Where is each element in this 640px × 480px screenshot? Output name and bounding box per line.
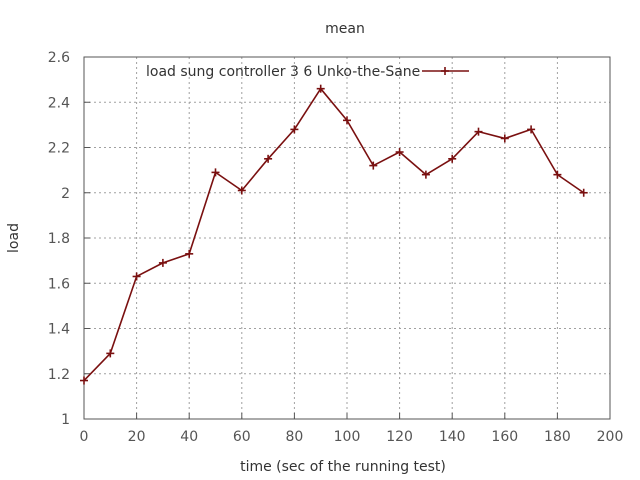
- x-tick-label: 160: [491, 429, 518, 445]
- x-tick-label: 60: [233, 429, 251, 445]
- y-tick-label: 2.2: [48, 141, 70, 157]
- x-tick-label: 0: [80, 429, 89, 445]
- series-layer: [80, 84, 588, 385]
- y-tick-label: 2.6: [48, 50, 70, 66]
- y-tick-label: 1.8: [48, 231, 70, 247]
- x-tick-label: 200: [597, 429, 624, 445]
- x-tick-label: 180: [544, 429, 571, 445]
- y-tick-label: 1.4: [48, 322, 70, 338]
- y-tick-label: 1.6: [48, 276, 70, 292]
- x-tick-label: 100: [334, 429, 361, 445]
- legend: load sung controller 3 6 Unko-the-Sane: [146, 64, 469, 80]
- series-line-1: [83, 87, 585, 382]
- x-tick-labels: 0 20 40 60 80 100 120 140 160 180 200: [80, 429, 624, 445]
- y-tick-label: 2.4: [48, 95, 70, 111]
- y-tick-labels: 1 1.2 1.4 1.6 1.8 2 2.2 2.4 2.6: [48, 50, 70, 428]
- x-tick-label: 140: [439, 429, 466, 445]
- x-tick-label: 20: [128, 429, 146, 445]
- legend-marker-series-1: [441, 67, 449, 75]
- grid-lines: [83, 56, 611, 420]
- x-tick-label: 40: [180, 429, 198, 445]
- y-tick-label: 2: [61, 186, 70, 202]
- x-tick-label: 80: [285, 429, 303, 445]
- y-tick-label: 1: [61, 412, 70, 428]
- y-axis-label: load: [6, 223, 22, 253]
- plot-frame: [83, 56, 611, 420]
- series-markers-1: [80, 84, 588, 385]
- x-axis-label: time (sec of the running test): [240, 459, 446, 475]
- chart-title: mean: [325, 21, 365, 37]
- legend-label-series-1: load sung controller 3 6 Unko-the-Sane: [146, 64, 420, 80]
- x-tick-label: 120: [386, 429, 413, 445]
- y-tick-label: 1.2: [48, 367, 70, 383]
